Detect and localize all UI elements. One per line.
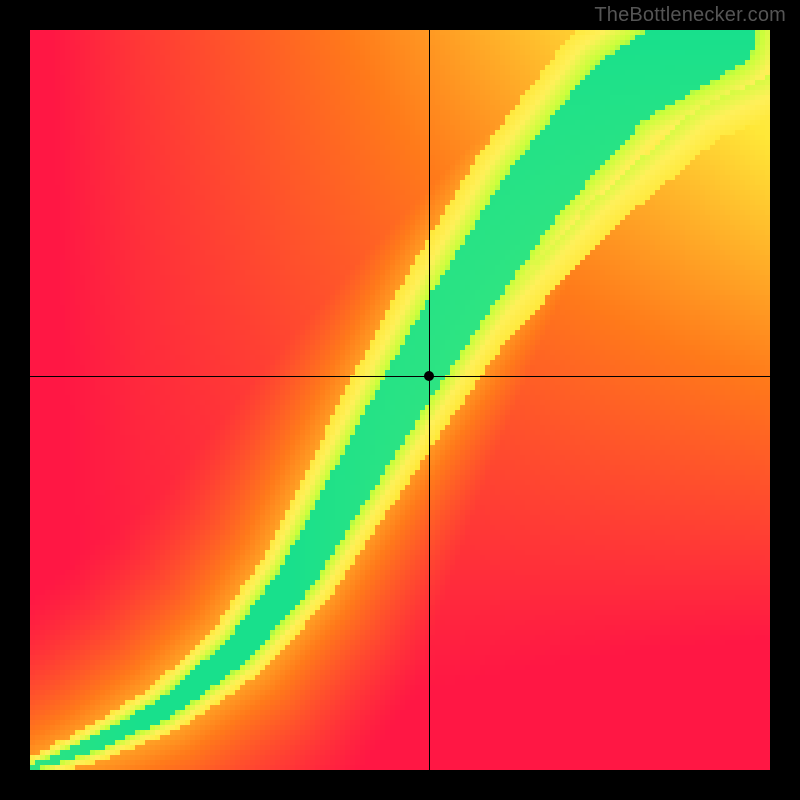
heatmap-canvas bbox=[30, 30, 770, 770]
heatmap-plot bbox=[30, 30, 770, 770]
crosshair-marker bbox=[424, 371, 434, 381]
watermark-text: TheBottlenecker.com bbox=[594, 4, 786, 27]
crosshair-horizontal bbox=[30, 376, 770, 377]
crosshair-vertical bbox=[429, 30, 430, 770]
